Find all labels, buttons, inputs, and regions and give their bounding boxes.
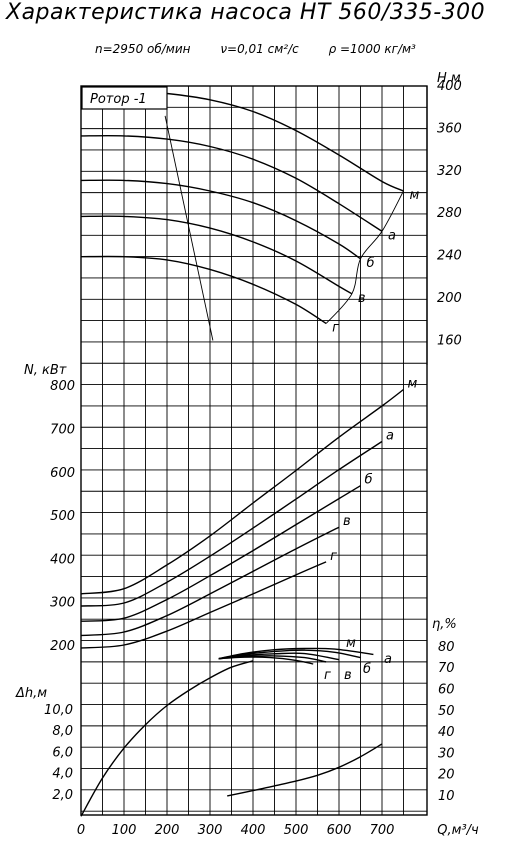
- dh-tick-label: 10,0: [44, 703, 73, 718]
- dh-tick-label: 6,0: [52, 745, 73, 760]
- N-series-label: г: [330, 549, 337, 564]
- H-curve-б: [80, 179, 361, 260]
- eta-tick-label: 20: [438, 768, 455, 783]
- h-tick-label: 400: [437, 79, 462, 94]
- n-tick-label: 300: [50, 596, 75, 611]
- H-curve-г: [80, 255, 327, 325]
- x-tick-label: 700: [370, 823, 395, 838]
- h-tick-label: 160: [437, 333, 462, 348]
- density-param: ρ =1000 кг/м³: [328, 42, 416, 56]
- H-series-label: а: [388, 228, 396, 243]
- eta-axis-label: η,%: [432, 617, 457, 632]
- viscosity-param: ν=0,01 см²/с: [220, 42, 299, 56]
- h-tick-label: 320: [437, 164, 462, 179]
- N-series-label: в: [343, 514, 351, 529]
- eta-tick-label: 60: [438, 683, 455, 698]
- x-tick-label: 100: [112, 823, 137, 838]
- eta-curve-aux: [80, 660, 254, 817]
- speed-param: n=2950 об/мин: [95, 42, 191, 56]
- eta-curve-а: [218, 649, 361, 660]
- eta-tick-label: 80: [438, 640, 455, 655]
- n-tick-label: 200: [50, 639, 75, 654]
- eta-tick-label: 70: [438, 661, 455, 676]
- N-curve-г: [80, 561, 327, 649]
- N-curve-в: [80, 526, 340, 637]
- h-tick-label: 280: [437, 206, 462, 221]
- H-curve-в: [80, 215, 353, 295]
- x-tick-label: 200: [155, 823, 180, 838]
- chart-labels: 0 100 200 300 400 500 600 700 Q,м³/ч 160 200 240 280…: [15, 71, 479, 838]
- h-tick-label: 240: [437, 249, 462, 264]
- n-tick-label: 400: [50, 552, 75, 567]
- eta-tick-label: 30: [438, 746, 455, 761]
- x-tick-label: 500: [284, 823, 309, 838]
- rotor-label: Ротор -1: [90, 92, 147, 107]
- n-tick-label: 600: [50, 466, 75, 481]
- x-tick-label: 300: [198, 823, 223, 838]
- x-tick-label: 0: [77, 823, 85, 838]
- x-axis-label: Q,м³/ч: [437, 823, 479, 838]
- N-series-label: а: [386, 428, 394, 443]
- eta-tick-label: 50: [438, 704, 455, 719]
- h-boundary-line-right: [325, 190, 404, 324]
- h-tick-label: 200: [437, 291, 462, 306]
- n-tick-label: 800: [50, 379, 75, 394]
- chart-curves: [80, 89, 404, 817]
- dh-axis-label: Δh,м: [15, 686, 47, 701]
- rotor-label-box: Ротор -1: [81, 86, 168, 110]
- eta-series-label: м: [346, 636, 356, 651]
- plot-frame: [80, 85, 428, 816]
- eta-curve-б: [218, 652, 340, 661]
- n-axis-label: N, кВт: [24, 363, 67, 378]
- eta-curve-г: [218, 656, 314, 665]
- H-series-label: г: [332, 321, 339, 336]
- n-tick-label: 500: [50, 509, 75, 524]
- H-series-label: м: [410, 188, 420, 203]
- N-series-label: м: [408, 377, 418, 392]
- H-series-label: б: [367, 256, 375, 271]
- eta-series-label: а: [384, 652, 392, 667]
- h-axis-label: H,м: [437, 71, 461, 86]
- dh-tick-label: 4,0: [52, 767, 73, 782]
- x-tick-label: 400: [241, 823, 266, 838]
- N-curve-м: [80, 388, 404, 595]
- pump-parameters: n=2950 об/мин ν=0,01 см²/с ρ =1000 кг/м³: [95, 42, 442, 56]
- eta-series-label: б: [363, 662, 371, 677]
- dh-curve-aux: [227, 743, 383, 797]
- N-series-label: б: [365, 473, 373, 488]
- H-curve-а: [80, 134, 383, 232]
- n-tick-label: 700: [50, 423, 75, 438]
- x-tick-label: 600: [327, 823, 352, 838]
- eta-series-label: г: [324, 668, 331, 683]
- dh-tick-label: 8,0: [52, 724, 73, 739]
- chart-title: Характеристика насоса НТ 560/335-300: [6, 0, 486, 25]
- eta-series-label: в: [344, 668, 352, 683]
- chart-grid: [81, 86, 428, 815]
- eta-curve-в: [218, 655, 327, 663]
- N-curve-а: [80, 440, 383, 607]
- H-series-label: в: [358, 291, 366, 306]
- eta-tick-label: 10: [438, 789, 455, 804]
- h-tick-label: 360: [437, 121, 462, 136]
- N-curve-б: [80, 485, 361, 622]
- eta-curve-м: [218, 647, 374, 660]
- h-boundary-line-left: [164, 115, 214, 341]
- dh-tick-label: 2,0: [52, 788, 73, 803]
- eta-tick-label: 40: [438, 725, 455, 740]
